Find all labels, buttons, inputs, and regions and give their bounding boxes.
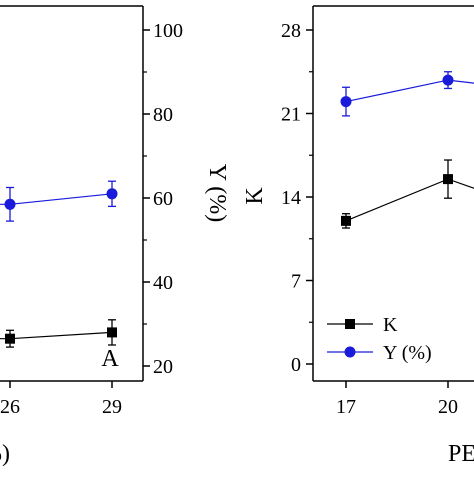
panel-a-point — [5, 334, 15, 344]
panel-b-x-tick-label: 20 — [438, 396, 458, 418]
panel-b-x-tick-label: 17 — [336, 396, 356, 418]
panel-b-x-axis-title: PE — [448, 441, 474, 467]
panel-b-legend: K Y (%) — [327, 314, 432, 364]
panel-a-letter: A — [101, 346, 119, 372]
panel-b-y-tick-label: 7 — [291, 271, 301, 293]
panel-b-y-tick-label: 0 — [291, 354, 301, 376]
legend-entry: K — [327, 314, 398, 336]
panel-b-series-0 — [341, 160, 474, 228]
panel-a-point — [107, 188, 118, 199]
panel-a-right-tick-label: 20 — [153, 356, 173, 378]
panel-b-point — [443, 75, 454, 86]
panel-b: 0 7 14 21 28 17 20 PE K K Y (%) — [242, 6, 474, 467]
legend-label: Y (%) — [383, 342, 432, 364]
panel-a-right-tick-label: 80 — [153, 104, 173, 126]
panel-b-point — [341, 96, 352, 107]
panel-a-right-tick-label: 40 — [153, 272, 173, 294]
panel-a-x-tick-label: 29 — [102, 396, 122, 418]
panel-b-y-tick-label: 28 — [281, 20, 301, 42]
legend-marker — [345, 347, 356, 358]
panel-a-x-axis-title: %) — [0, 441, 10, 467]
legend-label: K — [383, 314, 398, 336]
panel-a-point — [5, 199, 16, 210]
panel-b-y-tick-label: 21 — [281, 104, 301, 126]
legend-entry: Y (%) — [327, 342, 432, 364]
panel-a: 20 40 60 80 100 26 29%) Y (%) A — [0, 6, 230, 467]
panel-b-series-1 — [341, 72, 474, 116]
panel-a-right-axis-title: Y (%) — [204, 164, 230, 222]
panel-a-series-line — [10, 332, 112, 338]
panel-a-series-line — [10, 194, 112, 205]
panel-a-point — [107, 327, 117, 337]
panel-a-right-tick-label: 60 — [153, 188, 173, 210]
panel-b-series-line — [346, 179, 474, 221]
panel-b-y-axis-title: K — [242, 187, 268, 205]
legend-marker — [345, 319, 355, 329]
panel-a-series-1 — [0, 320, 117, 347]
panel-b-series-line — [346, 80, 474, 101]
panel-a-right-tick-label: 100 — [153, 20, 183, 42]
panel-a-x-tick-label: 26 — [0, 396, 20, 418]
panel-a-series-0 — [0, 181, 118, 221]
panel-b-y-tick-label: 14 — [281, 187, 301, 209]
panel-b-point — [341, 216, 351, 226]
panel-b-point — [443, 174, 453, 184]
